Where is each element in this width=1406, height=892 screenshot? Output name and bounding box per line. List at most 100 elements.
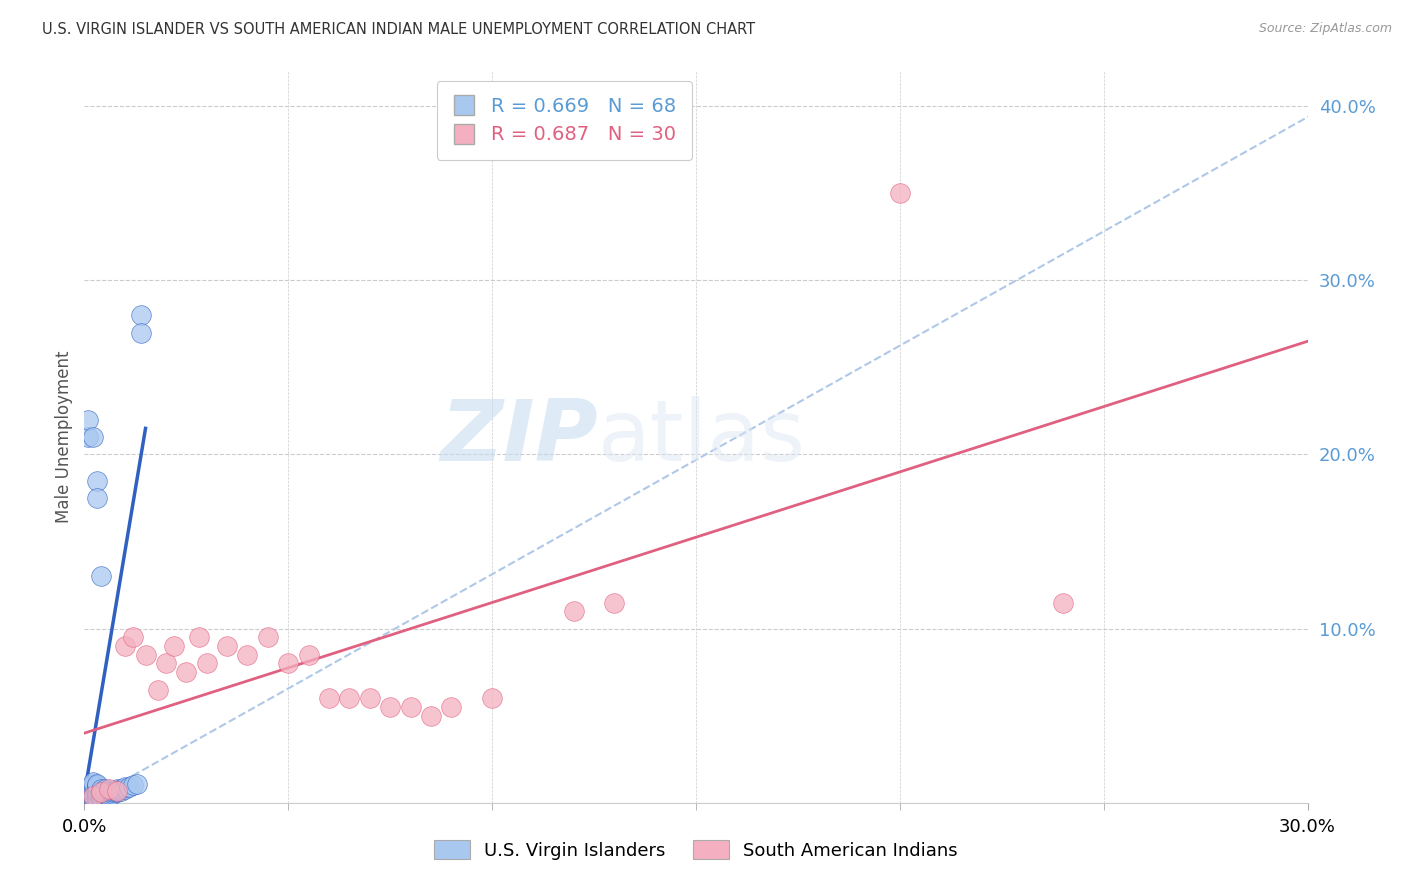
Point <box>82 778 104 792</box>
Point <box>105 783 128 797</box>
Legend: U.S. Virgin Islanders, South American Indians: U.S. Virgin Islanders, South American In… <box>426 833 966 867</box>
Point <box>77 430 100 444</box>
Point <box>77 790 100 805</box>
Point <box>195 657 218 671</box>
Point <box>86 474 108 488</box>
Point <box>101 787 124 801</box>
Point <box>105 781 128 796</box>
Point <box>90 789 112 803</box>
Point <box>155 657 177 671</box>
Point <box>399 700 422 714</box>
Point <box>82 780 104 794</box>
Point <box>122 778 145 792</box>
Text: U.S. VIRGIN ISLANDER VS SOUTH AMERICAN INDIAN MALE UNEMPLOYMENT CORRELATION CHAR: U.S. VIRGIN ISLANDER VS SOUTH AMERICAN I… <box>42 22 755 37</box>
Point <box>82 787 104 801</box>
Point <box>77 412 100 426</box>
Point <box>110 781 132 796</box>
Point <box>82 785 104 799</box>
Point <box>187 631 209 645</box>
Point <box>110 783 132 797</box>
Point <box>105 783 128 797</box>
Point <box>93 785 115 799</box>
Point <box>77 792 100 806</box>
Point <box>127 777 149 791</box>
Point <box>93 789 115 803</box>
Text: Source: ZipAtlas.com: Source: ZipAtlas.com <box>1258 22 1392 36</box>
Point <box>90 785 112 799</box>
Point <box>86 785 108 799</box>
Point <box>86 780 108 794</box>
Point <box>90 790 112 805</box>
Point <box>90 783 112 797</box>
Point <box>82 777 104 791</box>
Point <box>163 639 186 653</box>
Point <box>114 780 136 794</box>
Point <box>90 787 112 801</box>
Point <box>97 781 120 796</box>
Point <box>93 787 115 801</box>
Point <box>257 631 280 645</box>
Point <box>420 708 443 723</box>
Text: atlas: atlas <box>598 395 806 479</box>
Point <box>122 631 145 645</box>
Point <box>318 691 340 706</box>
Point <box>101 783 124 797</box>
Point <box>339 691 361 706</box>
Point <box>82 792 104 806</box>
Point <box>86 491 108 505</box>
Point <box>97 789 120 803</box>
Point <box>86 794 108 808</box>
Point <box>440 700 463 714</box>
Point <box>90 785 112 799</box>
Text: ZIP: ZIP <box>440 395 598 479</box>
Point <box>146 682 169 697</box>
Point <box>236 648 259 662</box>
Point <box>217 639 239 653</box>
Point <box>603 595 626 609</box>
Point <box>82 789 104 803</box>
Point <box>93 781 115 796</box>
Point <box>562 604 585 618</box>
Point <box>101 785 124 799</box>
Point <box>77 783 100 797</box>
Point <box>118 780 141 794</box>
Point <box>93 783 115 797</box>
Point <box>93 790 115 805</box>
Point <box>86 777 108 791</box>
Point <box>131 308 153 322</box>
Y-axis label: Male Unemployment: Male Unemployment <box>55 351 73 524</box>
Point <box>82 781 104 796</box>
Point <box>174 665 197 680</box>
Point <box>889 186 911 201</box>
Point <box>82 790 104 805</box>
Point <box>86 790 108 805</box>
Point <box>97 783 120 797</box>
Point <box>90 781 112 796</box>
Point <box>77 785 100 799</box>
Point <box>86 783 108 797</box>
Point <box>97 787 120 801</box>
Point <box>97 785 120 799</box>
Point <box>77 794 100 808</box>
Point <box>86 781 108 796</box>
Point <box>105 785 128 799</box>
Point <box>86 778 108 792</box>
Point <box>77 787 100 801</box>
Point <box>135 648 157 662</box>
Point <box>114 639 136 653</box>
Point <box>90 569 112 583</box>
Point <box>277 657 299 671</box>
Point <box>380 700 402 714</box>
Point <box>82 430 104 444</box>
Point <box>82 775 104 789</box>
Point <box>82 789 104 803</box>
Point <box>86 792 108 806</box>
Point <box>82 794 104 808</box>
Point <box>86 789 108 803</box>
Point <box>114 781 136 796</box>
Point <box>298 648 321 662</box>
Point <box>82 783 104 797</box>
Point <box>481 691 503 706</box>
Point <box>86 787 108 801</box>
Point <box>1052 595 1074 609</box>
